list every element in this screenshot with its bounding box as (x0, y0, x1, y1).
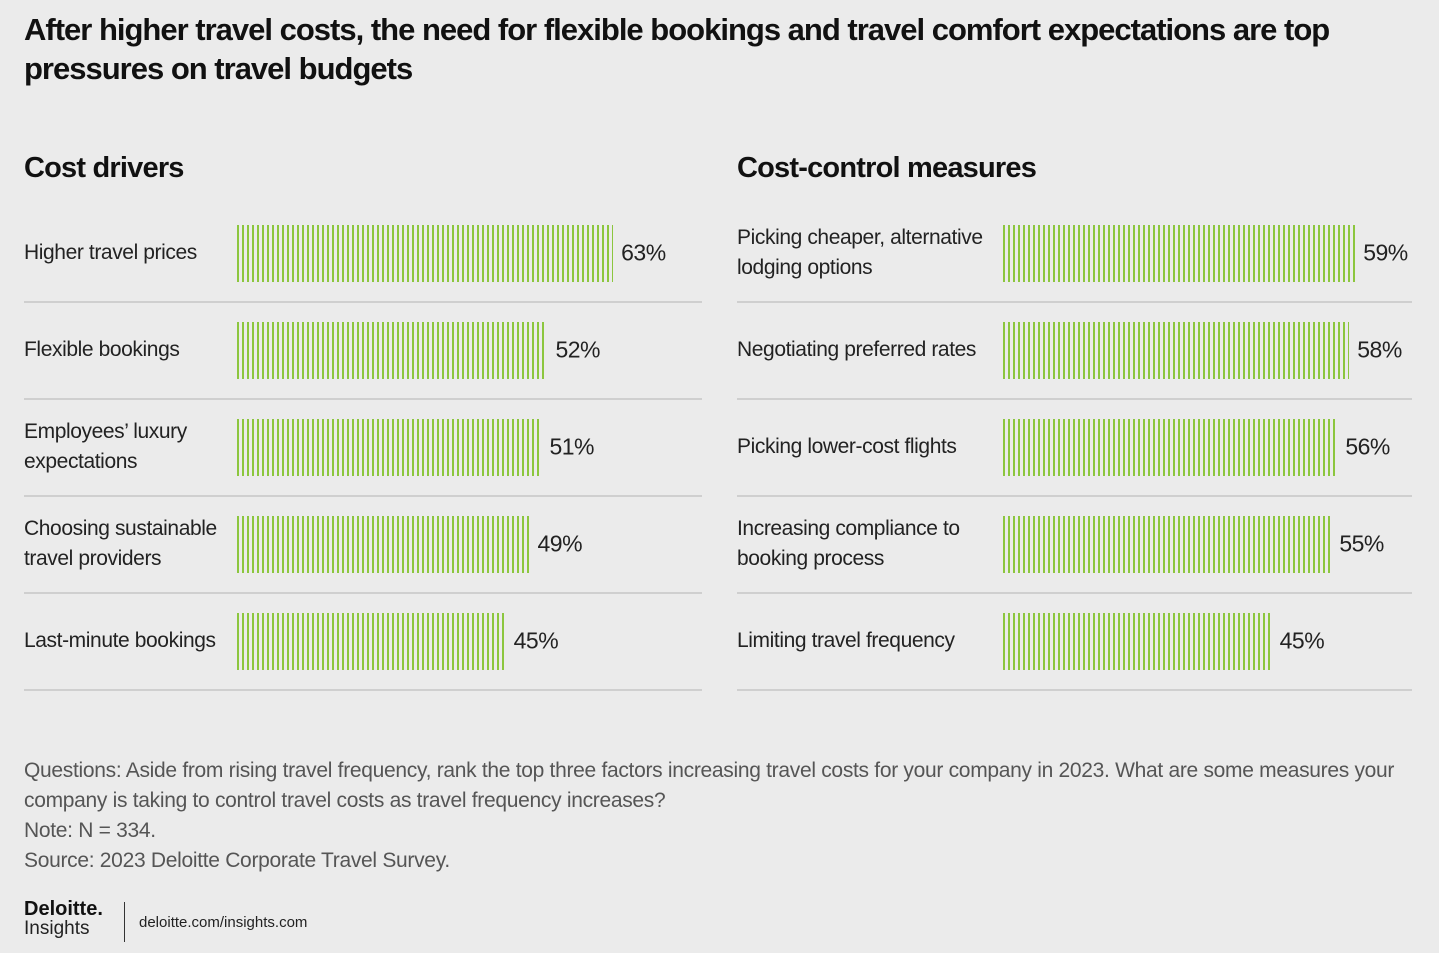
category-label: Increasing compliance to booking process (737, 516, 960, 570)
logo-brand: Deloitte. (24, 898, 103, 920)
value-label: 58% (1357, 336, 1402, 362)
bar (237, 418, 542, 476)
value-label: 52% (555, 336, 600, 362)
category-label: Limiting travel frequency (737, 628, 955, 652)
divider (124, 902, 125, 942)
category-label: Higher travel prices (24, 240, 197, 264)
panel-title: Cost drivers (24, 152, 184, 184)
bar (237, 321, 548, 379)
separator (737, 592, 1412, 594)
value-label: 63% (621, 239, 666, 265)
separator (737, 495, 1412, 497)
value-label: 49% (537, 530, 583, 556)
category-label: Choosing sustainable travel providers (24, 516, 217, 570)
notes: Questions: Aside from rising travel freq… (24, 756, 1414, 876)
note: Note: N = 334. (24, 819, 156, 842)
url: deloitte.com/insights.com (139, 914, 308, 931)
category-label: Employees’ luxury expectations (24, 419, 187, 473)
note: Questions: Aside from rising travel freq… (24, 759, 1395, 812)
bar (237, 224, 614, 282)
category-label: Picking lower-cost flights (737, 434, 957, 458)
logo-sub: Insights (24, 918, 90, 939)
category-label: Flexible bookings (24, 337, 180, 361)
value-label: 45% (1279, 627, 1325, 653)
value-label: 45% (513, 627, 559, 653)
separator (737, 689, 1412, 691)
separator (24, 495, 702, 497)
separator (737, 301, 1412, 303)
bar (1003, 321, 1350, 379)
bar (237, 515, 530, 573)
separator (737, 398, 1412, 400)
category-label: Picking cheaper, alternative lodging opt… (737, 225, 983, 279)
bar (1003, 224, 1356, 282)
category-label: Last-minute bookings (24, 628, 216, 652)
separator (24, 689, 702, 691)
separator (24, 398, 702, 400)
value-label: 51% (549, 433, 595, 459)
separator (24, 301, 702, 303)
value-label: 59% (1363, 239, 1408, 265)
bar (1003, 612, 1272, 670)
page-title: After higher travel costs, the need for … (24, 12, 1330, 86)
separator (24, 592, 702, 594)
note: Source: 2023 Deloitte Corporate Travel S… (24, 849, 450, 872)
bar (1003, 418, 1338, 476)
category-label: Negotiating preferred rates (737, 337, 977, 361)
value-label: 55% (1339, 530, 1384, 556)
panel-title: Cost-control measures (737, 152, 1037, 184)
bar (237, 612, 506, 670)
value-label: 56% (1345, 433, 1390, 459)
bar (1003, 515, 1332, 573)
